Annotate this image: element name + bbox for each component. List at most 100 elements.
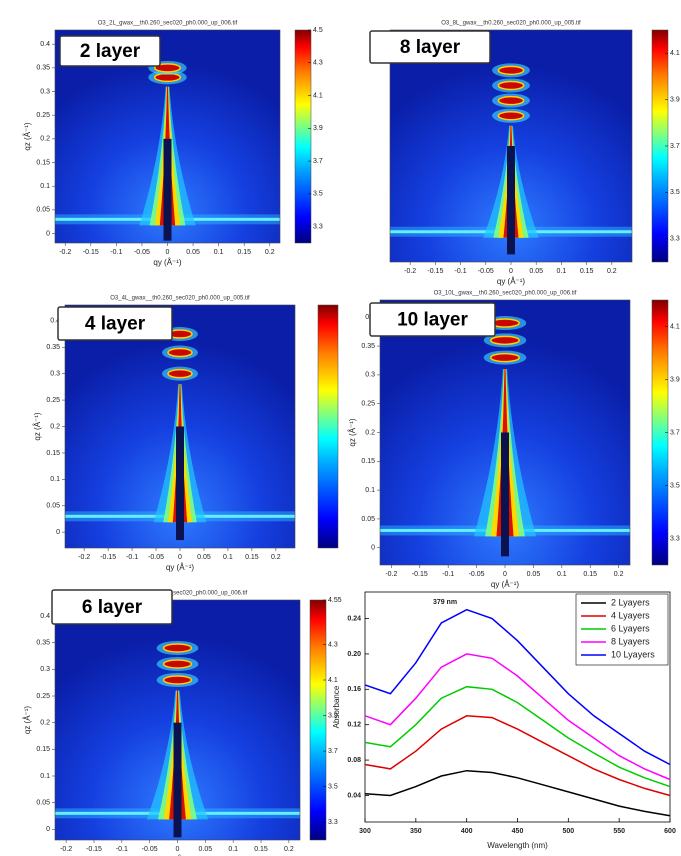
colorbar-tick-label: 4.1 [670, 50, 680, 57]
x-tick-label: 0.2 [284, 846, 294, 853]
heatmap [390, 30, 632, 262]
y-tick-label: 0.08 [347, 757, 361, 764]
heatmap-panel: O3_6L_gwax__th0.260_sec020_ph0.000_up_00… [23, 589, 342, 856]
x-tick-label: 500 [562, 828, 574, 835]
y-tick-label: 0.25 [36, 112, 50, 119]
heatmap [65, 305, 295, 548]
beamstop [176, 426, 184, 541]
x-axis-label: Wavelength (nm) [487, 841, 548, 850]
series-line [364, 715, 671, 797]
panel-title: O3_2L_gwax__th0.260_sec020_ph0.000_up_00… [98, 21, 238, 27]
series-line [364, 769, 671, 817]
panel-label-box [369, 30, 491, 64]
y-tick-label: 0.4 [50, 318, 60, 325]
x-tick-label: 0 [503, 571, 507, 578]
colorbar-tick-label: 3.3 [670, 236, 680, 243]
x-axis-label: qy (Å⁻¹) [497, 277, 526, 286]
colorbar-tick-label: 3.3 [670, 535, 680, 542]
y-axis-label: qz (Å⁻¹) [348, 418, 357, 447]
x-tick-label: 0 [509, 268, 513, 275]
y-tick-label: 0.4 [40, 613, 50, 620]
y-tick-label: 0.20 [347, 651, 361, 658]
panel-label-box [369, 302, 496, 337]
y-tick-label: 0.35 [36, 65, 50, 72]
x-tick-label: -0.2 [60, 846, 72, 853]
y-tick-label: 0.3 [365, 372, 375, 379]
x-tick-label: -0.15 [412, 571, 428, 578]
y-tick-label: 0.1 [50, 476, 60, 483]
colorbar [309, 599, 327, 841]
x-tick-label: 0.05 [527, 571, 541, 578]
x-tick-label: -0.1 [116, 846, 128, 853]
y-tick-label: 0.05 [36, 800, 50, 807]
y-tick-label: 0.25 [46, 397, 60, 404]
colorbar-tick-label: 3.7 [670, 429, 680, 436]
x-tick-label: -0.2 [404, 268, 416, 275]
y-axis-label: qz (Å⁻¹) [33, 412, 42, 441]
x-tick-label: 0.1 [557, 571, 567, 578]
legend-label: 8 Lyayers [611, 636, 650, 646]
y-tick-label: 0.05 [36, 207, 50, 214]
panel-label: 10 layer [397, 310, 468, 331]
x-tick-label: 300 [359, 828, 371, 835]
y-tick-label: 0.1 [365, 487, 375, 494]
heatmap [55, 600, 300, 840]
colorbar-tick-label: 3.9 [670, 96, 680, 103]
bragg-peak [167, 368, 193, 379]
y-tick-label: 0.4 [40, 41, 50, 48]
x-tick-label: -0.2 [385, 571, 397, 578]
colorbar-tick-label: 3.7 [670, 143, 680, 150]
y-tick-label: 0.04 [347, 792, 361, 799]
colorbar-tick-label: 3.9 [328, 712, 338, 719]
y-tick-label: 0.15 [46, 450, 60, 457]
x-tick-label: 0.1 [214, 249, 224, 256]
x-tick-label: 0 [176, 846, 180, 853]
beamstop [163, 138, 172, 241]
x-axis-label: qy (Å⁻¹) [491, 580, 520, 589]
panel-label-box [51, 589, 173, 625]
y-tick-label: 0.35 [46, 344, 60, 351]
y-tick-label: 0.05 [46, 503, 60, 510]
x-tick-label: 0 [178, 554, 182, 561]
panel-label-box [57, 306, 173, 341]
annotation: 379 nm [433, 599, 457, 606]
heatmap-panel: O3_8L_gwax__th0.260_sec020_ph0.000_up_00… [369, 21, 680, 286]
x-axis-label: qy (Å⁻¹) [166, 563, 195, 572]
bragg-peak [162, 643, 193, 653]
y-tick-label: 0.2 [40, 136, 50, 143]
x-tick-label: 350 [410, 828, 422, 835]
panel-label-box [59, 35, 161, 67]
y-tick-label: 0.1 [40, 183, 50, 190]
y-tick-label: 0.35 [36, 640, 50, 647]
bragg-peak [490, 335, 520, 346]
x-tick-label: 0.2 [271, 554, 281, 561]
panel-title: O3_8L_gwax__th0.260_sec020_ph0.000_up_00… [441, 21, 581, 27]
y-tick-label: 0.15 [361, 458, 375, 465]
y-axis-label: Absorbance [332, 685, 341, 728]
x-tick-label: 0.1 [223, 554, 233, 561]
y-tick-label: 0.16 [347, 686, 361, 693]
panel-label: 4 layer [85, 314, 146, 335]
heatmap [55, 30, 280, 243]
x-tick-label: 0.2 [265, 249, 275, 256]
panel-label: 2 layer [80, 41, 141, 62]
y-tick-label: 0.3 [40, 666, 50, 673]
x-tick-label: 0.15 [583, 571, 597, 578]
legend-label: 4 Lyayers [611, 610, 650, 620]
bragg-peak [153, 63, 182, 73]
bragg-peak [167, 347, 193, 358]
colorbar-tick-label: 4.1 [670, 323, 680, 330]
colorbar-tick-label: 4.5 [313, 27, 323, 34]
y-tick-label: 0.15 [36, 746, 50, 753]
colorbar-tick-label: 4.3 [328, 641, 338, 648]
x-tick-label: -0.05 [469, 571, 485, 578]
colorbar-tick-label: 3.7 [313, 158, 323, 165]
y-tick-label: 0 [46, 230, 50, 237]
heatmap-panel: O3_4L_gwax__th0.260_sec020_ph0.000_up_00… [33, 296, 339, 572]
colorbar-tick-label: 3.9 [670, 376, 680, 383]
legend-label: 2 Lyayers [611, 597, 650, 607]
x-axis-label: qy (Å⁻¹) [153, 258, 182, 267]
colorbar-tick-label: 4.55 [328, 597, 342, 604]
x-tick-label: 0.1 [228, 846, 238, 853]
heatmap-panel: O3_10L_gwax__th0.260_sec020_ph0.000_up_0… [348, 291, 680, 590]
